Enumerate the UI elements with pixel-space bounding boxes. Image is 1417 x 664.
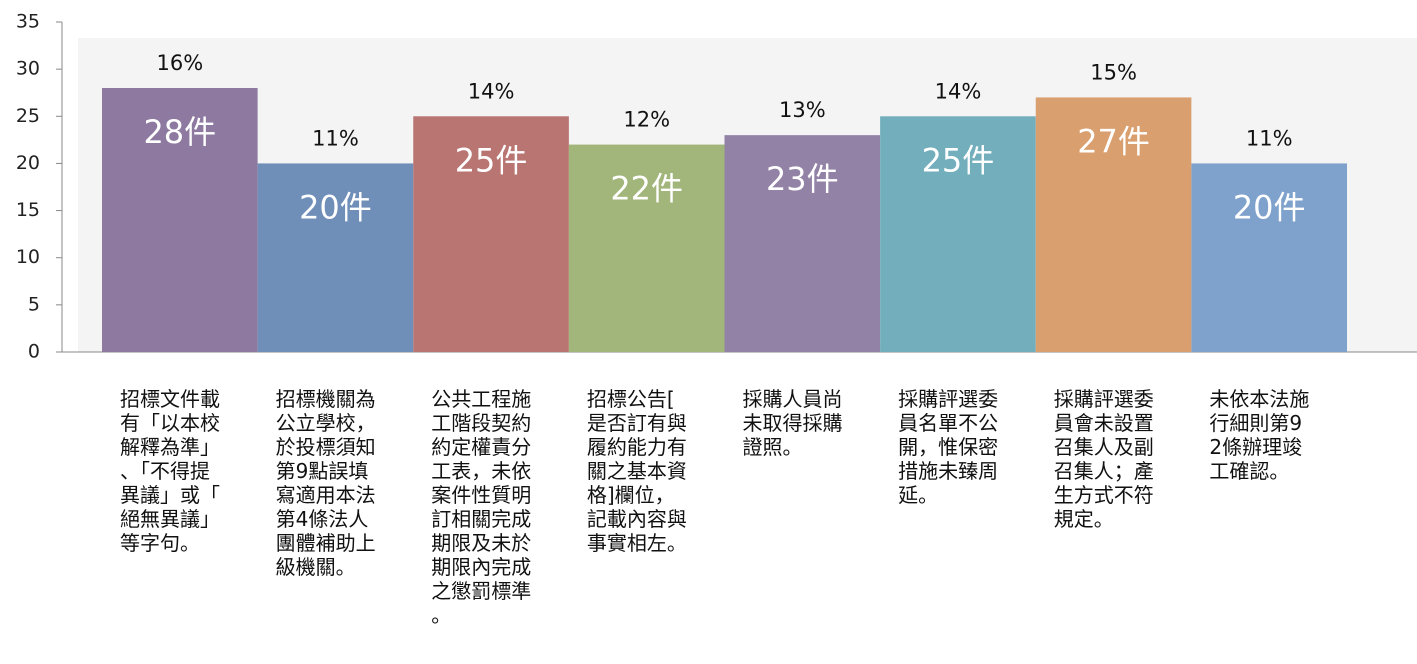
value-label: 22件 — [610, 170, 683, 208]
y-tick-label: 20 — [16, 152, 40, 174]
percentage-label: 12% — [623, 108, 670, 132]
x-tick-label: 採購人員尚未取得採購證照。 — [743, 387, 843, 459]
percentage-label: 14% — [935, 79, 982, 103]
bar — [1035, 97, 1192, 352]
y-tick-label: 0 — [28, 341, 40, 363]
percentage-label: 13% — [779, 98, 826, 122]
bar — [257, 163, 414, 352]
value-label: 23件 — [766, 160, 839, 198]
percentage-label: 15% — [1090, 60, 1137, 84]
y-tick-label: 35 — [16, 11, 40, 33]
x-tick-label: 招標公告[是否訂有與履約能力有關之基本資格]欄位，記載內容與事實相左。 — [587, 387, 687, 555]
bar — [102, 88, 258, 352]
bar — [413, 116, 569, 353]
bar — [568, 144, 725, 352]
y-tick-label: 15 — [16, 199, 40, 221]
bar — [880, 116, 1036, 353]
x-tick-label: 招標機關為公立學校，於投標須知第9點誤填寫適用本法第4條法人團體補助上級機關。 — [276, 387, 376, 579]
value-label: 25件 — [455, 141, 528, 179]
x-tick-label: 招標文件載有「以本校解釋為準」、「不得提異議」或「絕無異議」等字句。 — [120, 387, 220, 555]
value-label: 25件 — [922, 141, 995, 179]
x-tick-label: 未依本法施行細則第9 2條辦理竣工確認。 — [1209, 387, 1309, 483]
percentage-label: 11% — [312, 126, 359, 150]
x-tick-label: 採購評選委員會未設置召集人及副召集人；產生方式不符規定。 — [1054, 387, 1154, 531]
value-label: 27件 — [1077, 122, 1150, 160]
value-label: 28件 — [143, 113, 216, 151]
y-tick-label: 25 — [16, 105, 40, 127]
y-tick-label: 10 — [16, 246, 40, 268]
percentage-label: 16% — [156, 51, 203, 75]
y-tick-label: 5 — [28, 293, 40, 315]
y-tick-label: 30 — [16, 58, 40, 80]
bar — [1191, 163, 1347, 352]
percentage-label: 14% — [468, 79, 515, 103]
value-label: 20件 — [1233, 188, 1306, 226]
percentage-label: 11% — [1246, 126, 1293, 150]
bar — [724, 135, 881, 352]
value-label: 20件 — [299, 188, 372, 226]
x-tick-label: 公共工程施工階段契約約定權責分工表，未依案件性質明訂相關完成期限及未於期限內完成… — [431, 387, 531, 627]
x-tick-label: 採購評選委員名單不公開，惟保密措施未臻周延。 — [898, 387, 998, 507]
